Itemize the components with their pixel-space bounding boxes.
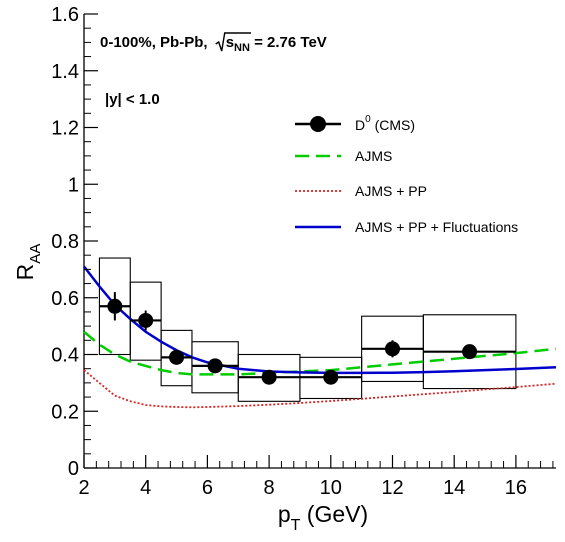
y-tick-label: 0.4 [51,345,79,367]
collision-annotation-suffix: = 2.76 TeV [250,34,327,51]
data-point [261,369,277,385]
y-axis-label: RAA [12,244,44,281]
axis-tick-labels: 2 4 6 8 10 12 14 16 0 0.2 0.4 0.6 0.8 1 1.2 1.4 1.6 [51,4,527,499]
data-point [138,312,154,328]
legend-d0-label-sup: 0 [365,114,371,125]
y-tick-label: 1.6 [51,4,79,26]
data-points [99,292,516,385]
x-tick-label: 6 [202,477,213,499]
curve-ajms-pp [83,369,557,409]
data-point [462,344,478,360]
rapidity-annotation: |y| < 1.0 [105,91,160,108]
legend-ajms-label: AJMS [355,148,392,164]
data-point [323,369,339,385]
x-axis-label-main: p [278,501,291,527]
legend-d0-label: D0 (CMS) [355,114,415,133]
y-axis-label-sub: AA [27,244,44,264]
legend-ajms-pp-label: AJMS + PP [355,183,427,199]
y-tick-label: 0 [68,458,79,480]
legend-ajms-pp-fluct-label: AJMS + PP + Fluctuations [355,219,518,235]
legend: D0 (CMS) AJMS AJMS + PP AJMS + PP + Fluc… [295,114,518,235]
y-tick-label: 1 [68,174,79,196]
x-tick-label: 12 [381,477,403,499]
sqrt-sign [215,32,251,52]
x-tick-label: 4 [140,477,151,499]
legend-d0-label-main: D [355,117,365,133]
y-tick-label: 0.8 [51,231,79,253]
sqrt-s-subscript: NN [234,42,250,54]
x-axis-label-sub: T [291,517,301,534]
x-tick-label: 16 [505,477,527,499]
y-tick-label: 1.4 [51,61,79,83]
x-tick-label: 2 [78,477,89,499]
data-point [384,341,400,357]
theory-curves [83,265,557,409]
plot-frame [83,14,556,469]
sys-boxes [98,257,517,402]
collision-annotation-prefix: 0-100%, Pb-Pb, [100,34,212,51]
data-point [207,358,223,374]
y-tick-label: 0.2 [51,401,79,423]
x-axis-label: pT (GeV) [278,501,368,534]
x-tick-label: 8 [264,477,275,499]
data-point [107,298,123,314]
y-tick-label: 0.6 [51,288,79,310]
curve-ajms [83,330,557,376]
x-tick-label: 10 [320,477,342,499]
legend-d0-label-suffix: (CMS) [371,117,415,133]
y-axis-label-main: R [12,264,38,281]
legend-d0-marker [310,116,326,132]
x-tick-label: 14 [443,477,465,499]
axis-ticks [83,13,554,469]
data-point [169,349,185,365]
sqrt-s-symbol: s [226,34,234,51]
y-tick-label: 1.2 [51,118,79,140]
collision-annotation: 0-100%, Pb-Pb, sNN = 2.76 TeV [100,34,327,54]
x-axis-label-unit: (GeV) [300,501,368,527]
